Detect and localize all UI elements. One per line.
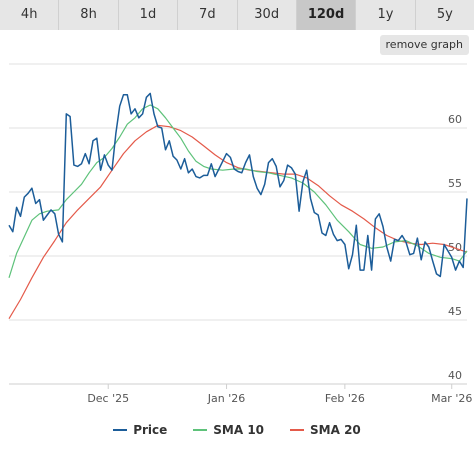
sma20-series-line (8, 124, 468, 320)
sma10-series-line (8, 104, 468, 278)
y-tick-label: 40 (448, 369, 462, 382)
tab-120d[interactable]: 120d (296, 0, 357, 30)
y-tick-label: 45 (448, 305, 462, 318)
tab-4h[interactable]: 4h (0, 0, 60, 30)
remove-graph-button[interactable]: remove graph (379, 35, 469, 55)
legend-item-price[interactable]: Price (113, 420, 167, 440)
legend-swatch-price (113, 429, 128, 431)
legend-label-sma10: SMA 10 (213, 423, 265, 437)
chart-legend: Price SMA 10 SMA 20 (0, 420, 474, 440)
tab-7d[interactable]: 7d (178, 0, 238, 30)
y-tick-label: 55 (448, 177, 462, 190)
x-tick-label: Feb '26 (325, 392, 365, 405)
x-tick-label: Dec '25 (87, 392, 129, 405)
x-tick-label: Mar '26 (431, 392, 472, 405)
legend-label-sma20: SMA 20 (310, 423, 361, 437)
legend-item-sma20[interactable]: SMA 20 (290, 420, 361, 440)
tab-30d[interactable]: 30d (237, 0, 297, 30)
timeframe-tabs: 4h 8h 1d 7d 30d 120d 1y 5y (0, 0, 474, 30)
y-tick-label: 60 (448, 113, 462, 126)
price-series-line (8, 92, 468, 278)
legend-swatch-sma10 (193, 429, 208, 431)
legend-swatch-sma20 (290, 429, 305, 431)
tab-1y[interactable]: 1y (356, 0, 416, 30)
tab-1d[interactable]: 1d (118, 0, 179, 30)
legend-item-sma10[interactable]: SMA 10 (193, 420, 264, 440)
legend-label-price: Price (133, 423, 168, 437)
tab-5y[interactable]: 5y (415, 0, 474, 30)
x-tick-label: Jan '26 (207, 392, 245, 405)
tab-8h[interactable]: 8h (59, 0, 119, 30)
